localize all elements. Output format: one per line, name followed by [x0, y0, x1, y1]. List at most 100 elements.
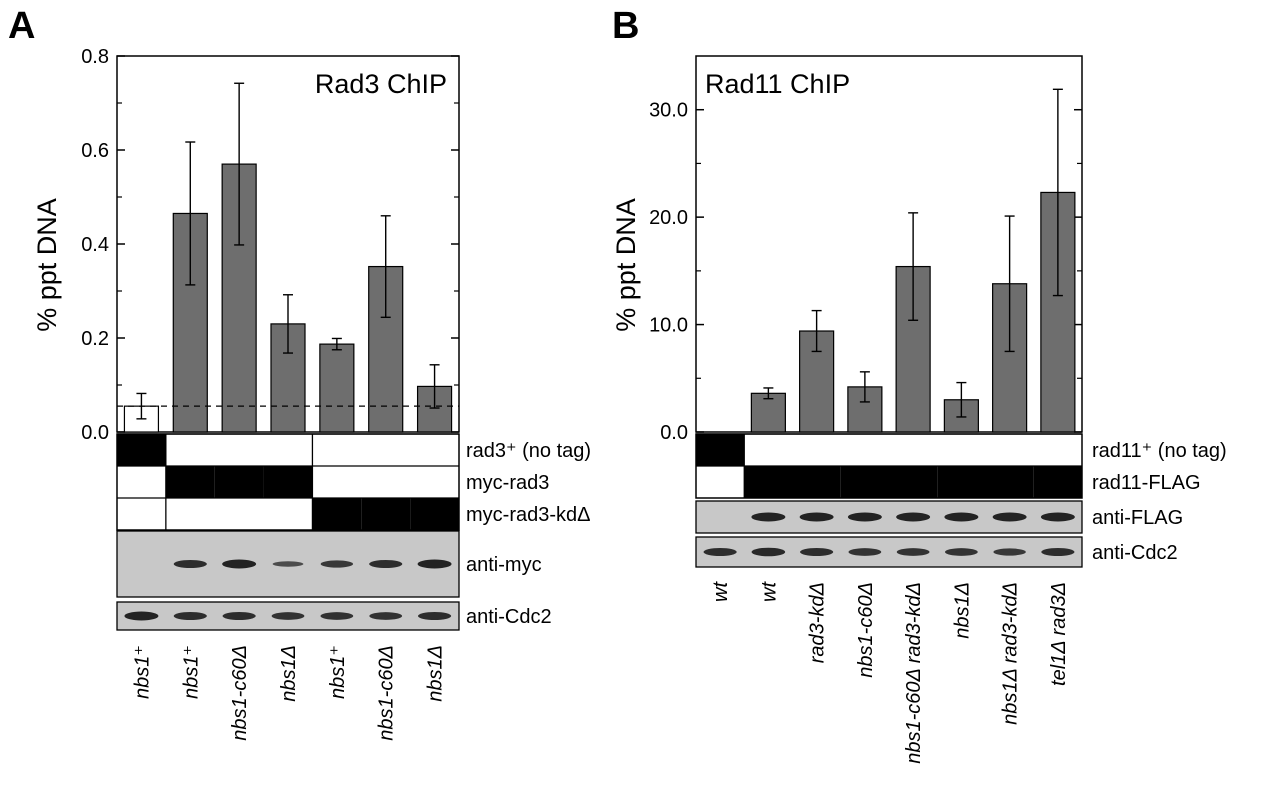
panel-a-blot-label: anti-myc	[466, 554, 542, 576]
panel-a-blot-band	[124, 611, 159, 621]
panel-b-genotype-cell	[744, 466, 793, 498]
panel-b-genotype-cell	[792, 434, 841, 466]
panel-a-blot-band	[173, 559, 207, 569]
panel-b-genotype-cell	[744, 434, 793, 466]
panel-a-genotype-label: myc-rad3-kdΔ	[466, 504, 591, 526]
panel-b-blot-band	[896, 512, 931, 522]
panel-b-blot-band	[1040, 512, 1075, 522]
panel-a-chart-title: Rad3 ChIP	[315, 69, 447, 99]
panel-a-blot-label: anti-Cdc2	[466, 606, 552, 628]
panel-a-lane-label: nbs1Δ	[278, 645, 300, 702]
panel-a-genotype-cell	[165, 466, 215, 498]
panel-b-genotype-cell	[1033, 466, 1082, 498]
panel-a-blot-band	[271, 612, 305, 620]
panel-a-ytick-label: 0.6	[81, 140, 109, 162]
panel-b-ytick-label: 30.0	[649, 100, 688, 122]
panel-a-genotype-cell	[361, 498, 411, 530]
panel-a-blot-band	[222, 559, 257, 569]
panel-b-genotype-cell	[985, 466, 1034, 498]
panel-b-genotype-cell	[840, 466, 889, 498]
panel-a-lane-label: nbs1⁺	[180, 645, 202, 699]
panel-a-blot-band	[272, 561, 304, 567]
panel-b-genotype-label: rad11-FLAG	[1092, 472, 1201, 494]
panel-b-blot-band	[703, 547, 737, 557]
panel-a-genotype-cell	[312, 498, 362, 530]
panel-a-genotype-cell	[361, 434, 411, 466]
panel-b-blot-band	[847, 512, 882, 522]
panel-a-lane-label: nbs1⁺	[131, 645, 153, 699]
panel-b-genotype-cell	[840, 434, 889, 466]
panel-b-blot-band	[751, 512, 786, 522]
panel-b-lane-label: rad3-kdΔ	[807, 582, 829, 663]
panel-a-genotype-cell	[263, 498, 313, 530]
panel-b-bar	[750, 392, 786, 433]
panel-a-genotype-cell	[312, 466, 362, 498]
panel-a-blot-band	[417, 611, 452, 621]
panel-b-genotype-cell	[985, 434, 1034, 466]
panel-b-genotype-label: rad11⁺ (no tag)	[1092, 440, 1227, 462]
panel-a-genotype-cell	[263, 466, 313, 498]
panel-b-genotype-cell	[696, 466, 745, 498]
panel-a-genotype-label: rad3⁺ (no tag)	[466, 440, 591, 462]
panel-b-blot-band	[751, 547, 786, 557]
panel-a-genotype-cell	[214, 434, 264, 466]
panel-a-genotype-cell	[312, 434, 362, 466]
panel-a-lane-label: nbs1-c60Δ	[376, 645, 398, 741]
panel-b-genotype-cell	[937, 466, 986, 498]
panel-a-genotype-frame	[116, 433, 460, 531]
panel-a-blot-band	[222, 611, 256, 621]
panel-a-y-axis-title: % ppt DNA	[32, 198, 62, 332]
panel-a-ytick-label: 0.0	[81, 422, 109, 444]
panel-b-ytick-label: 0.0	[660, 422, 688, 444]
panel-a-blot-band	[417, 559, 452, 569]
panel-a-ytick-label: 0.4	[81, 234, 109, 256]
panel-a-genotype-cell	[117, 498, 166, 530]
panel-b-ytick-label: 20.0	[649, 207, 688, 229]
panel-a-blot-band	[173, 611, 207, 621]
panel-b-chart-title: Rad11 ChIP	[705, 69, 850, 99]
panel-b-genotype-cell	[937, 434, 986, 466]
panel-a-blot-band	[320, 612, 354, 620]
panel-b-ytick-label: 10.0	[649, 315, 688, 337]
panel-b-blot-band	[848, 548, 882, 556]
panel-b-letter: B	[612, 5, 639, 47]
panel-b-blot-label: anti-Cdc2	[1092, 542, 1178, 564]
panel-b-genotype-cell	[889, 434, 938, 466]
panel-b-lane-label: nbs1Δ	[951, 582, 973, 639]
panel-a-genotype-label: myc-rad3	[466, 472, 549, 494]
panel-a: A 0.0 0.2 0.4 0.6 0.8 % ppt DNA Rad3 ChIP rad3⁺…	[8, 5, 591, 741]
panel-a-blot-band	[369, 612, 403, 620]
panel-b-lane-label: nbs1-c60Δ rad3-kdΔ	[903, 582, 925, 764]
panel-b-blot-band	[944, 512, 979, 522]
panel-b-blot-band	[799, 512, 834, 522]
panel-a-genotype-cell	[117, 466, 166, 498]
panel-b-genotype-cell	[889, 466, 938, 498]
panel-a-bar	[319, 343, 355, 433]
panel-b-genotype-cell	[696, 434, 745, 466]
panel-b: B 0.0 10.0 20.0 30.0 % ppt DNA Rad11 ChIP rad1…	[611, 5, 1227, 764]
panel-b-y-axis-title: % ppt DNA	[611, 198, 641, 332]
panel-b-blot-band	[944, 548, 978, 556]
panel-a-genotype-cell	[214, 466, 264, 498]
panel-b-blot-band	[992, 512, 1027, 522]
panel-b-blot-band	[800, 547, 834, 557]
panel-a-ytick-label: 0.2	[81, 328, 109, 350]
panel-b-blot-band	[896, 548, 930, 556]
panel-a-genotype-cell	[263, 434, 313, 466]
panel-b-genotype-frame	[695, 433, 1083, 499]
panel-a-blot-band	[369, 559, 403, 569]
panel-a-lane-label: nbs1-c60Δ	[229, 645, 251, 741]
panel-a-genotype-cell	[117, 434, 166, 466]
panel-b-blot-band	[993, 548, 1026, 556]
panel-a-blot-band	[320, 560, 354, 568]
panel-b-blot-label: anti-FLAG	[1092, 507, 1183, 529]
panel-a-lane-label: nbs1Δ	[425, 645, 447, 702]
panel-b-blot-band	[1041, 547, 1075, 557]
panel-a-genotype-cell	[165, 434, 215, 466]
panel-a-genotype-cell	[361, 466, 411, 498]
panel-a-genotype-cell	[214, 498, 264, 530]
panel-a-ytick-label: 0.8	[81, 46, 109, 68]
panel-a-letter: A	[8, 5, 35, 47]
panel-a-genotype-cell	[165, 498, 215, 530]
